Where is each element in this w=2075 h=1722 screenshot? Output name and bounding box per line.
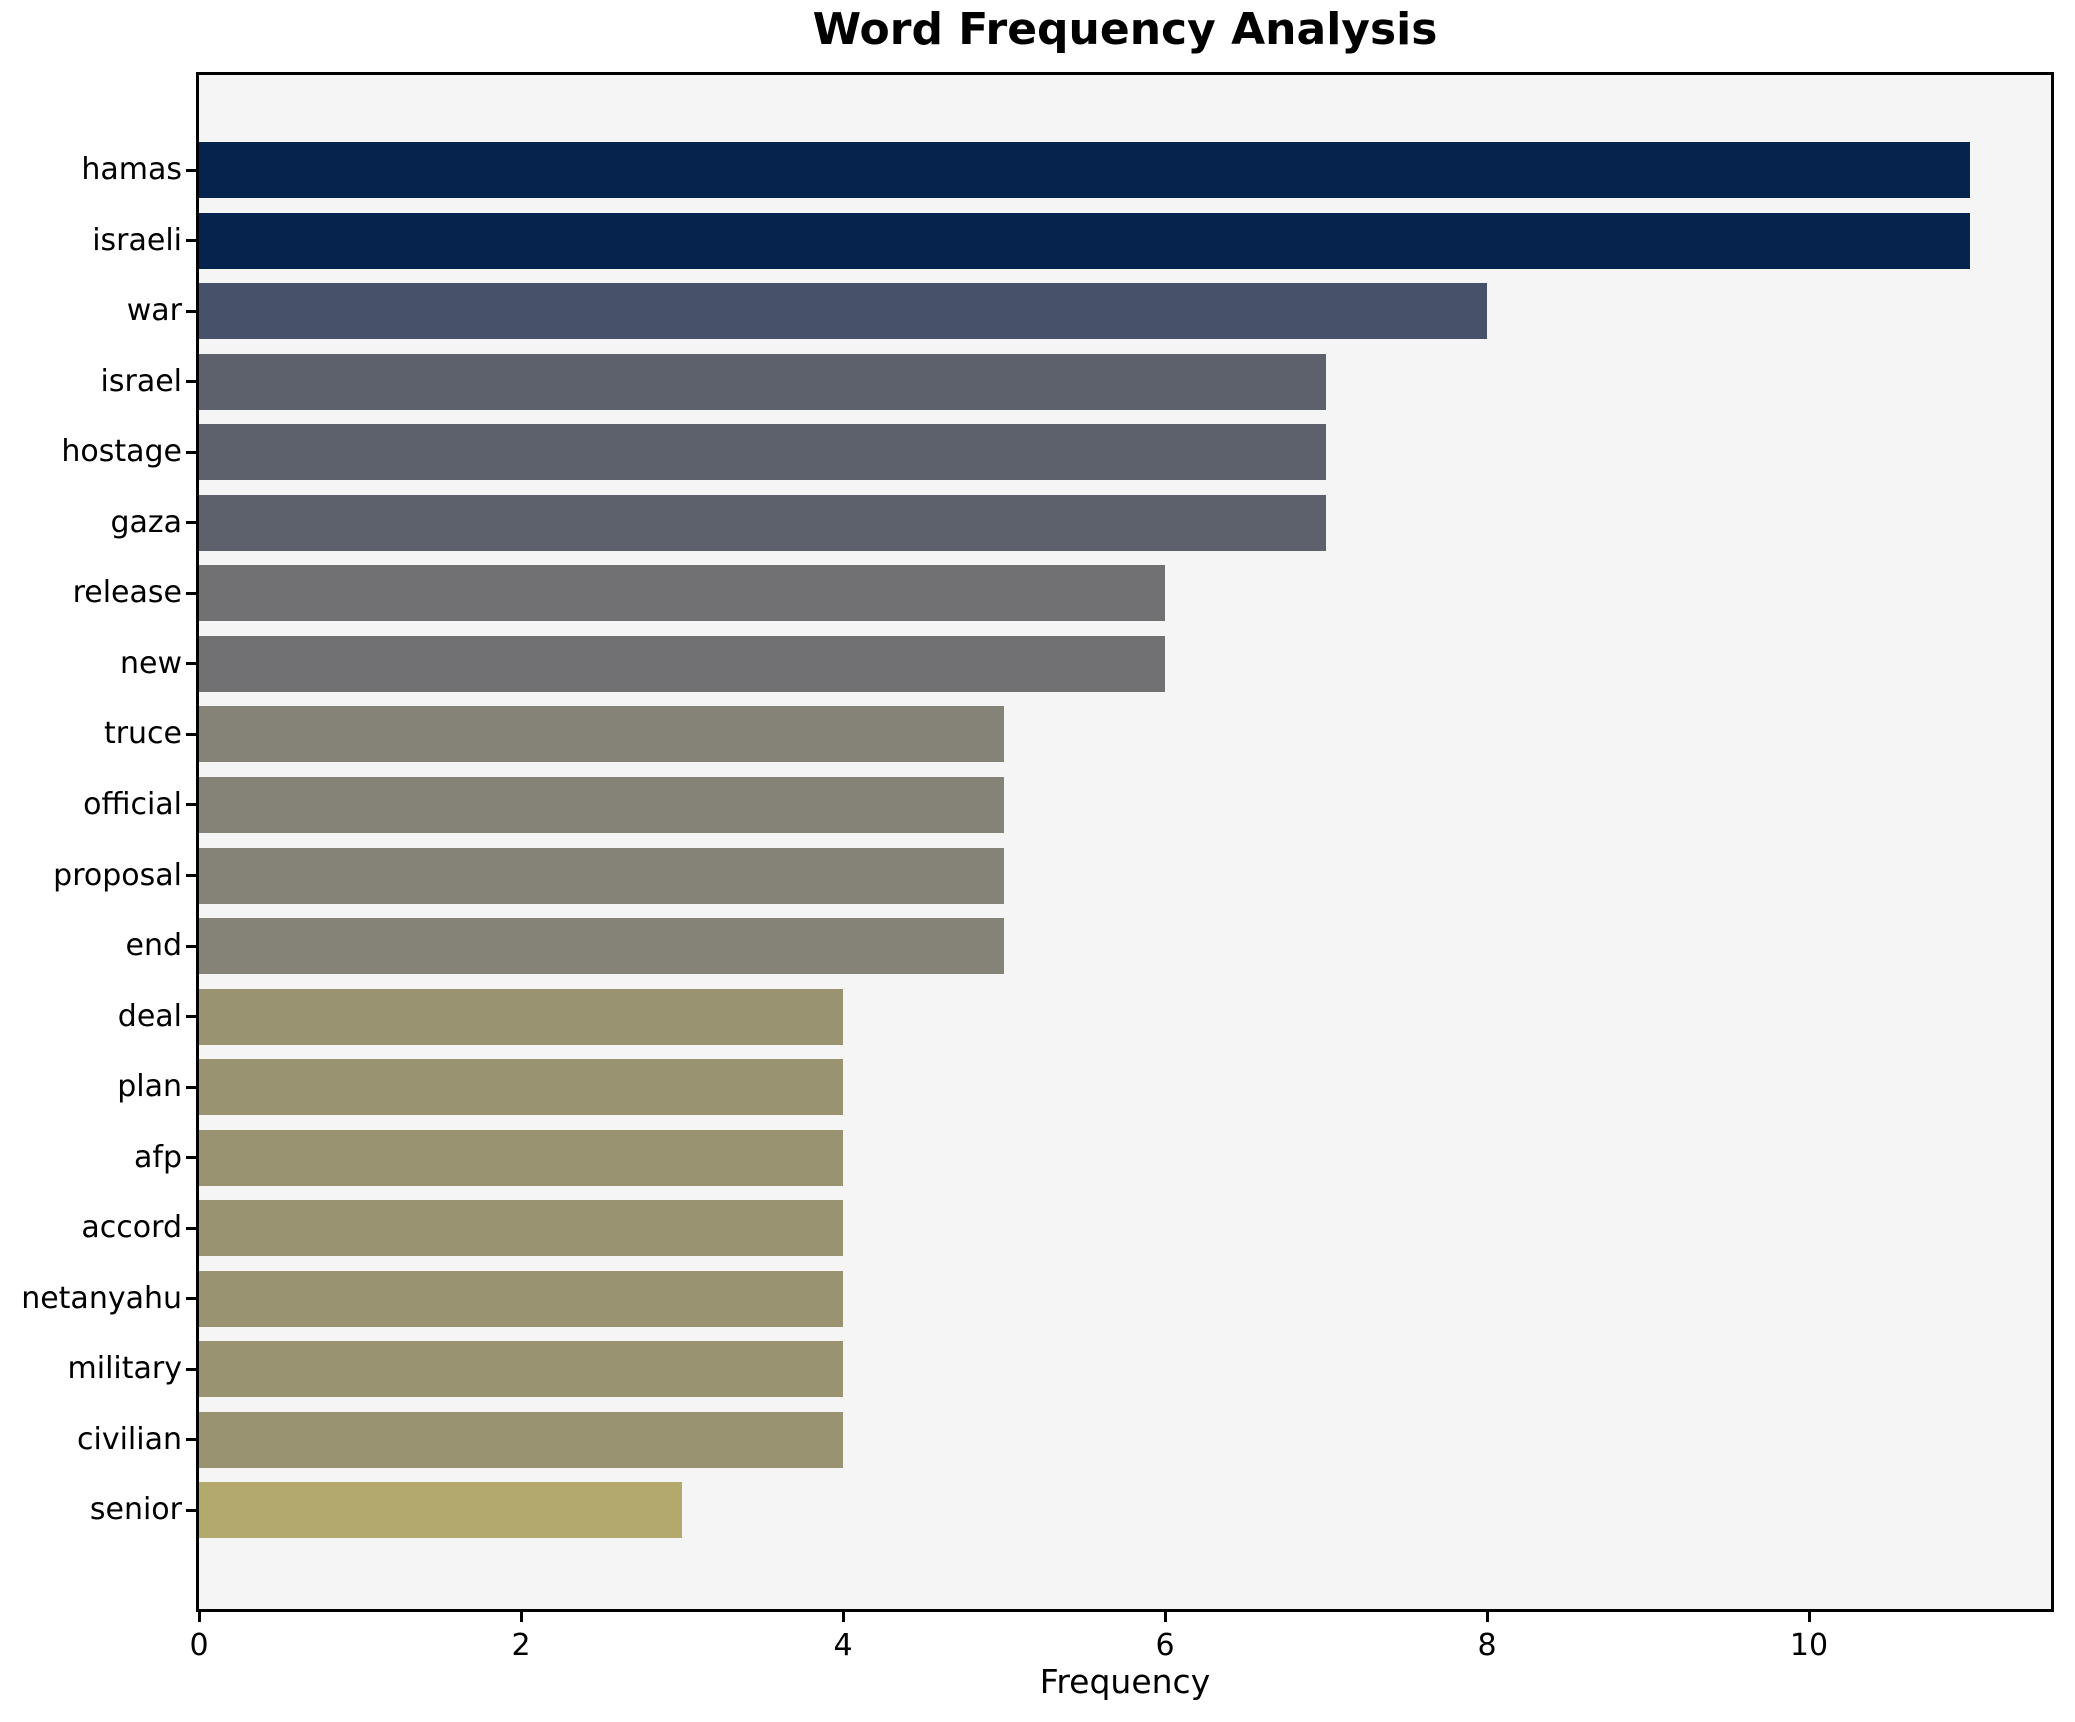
- bar-war: [199, 283, 1487, 339]
- x-tick-label-0: 0: [189, 1628, 209, 1663]
- bar-afp: [199, 1130, 843, 1186]
- x-axis-label: Frequency: [1039, 1662, 1211, 1701]
- x-tick-mark: [1808, 1612, 1811, 1622]
- x-tick-label-6: 6: [1155, 1628, 1175, 1663]
- bar-plan: [199, 1059, 843, 1115]
- y-tick-mark: [186, 521, 196, 524]
- x-tick-mark: [842, 1612, 845, 1622]
- chart-title: Word Frequency Analysis: [812, 4, 1438, 55]
- y-tick-mark: [186, 1015, 196, 1018]
- bar-official: [199, 777, 1004, 833]
- x-tick-label-10: 10: [1789, 1628, 1829, 1663]
- y-tick-mark: [186, 874, 196, 877]
- y-tick-label-afp: afp: [134, 1140, 182, 1175]
- y-tick-mark: [186, 1438, 196, 1441]
- x-tick-mark: [198, 1612, 201, 1622]
- bar-deal: [199, 989, 843, 1045]
- y-tick-mark: [186, 169, 196, 172]
- y-tick-label-gaza: gaza: [110, 505, 182, 540]
- bar-end: [199, 918, 1004, 974]
- y-tick-mark: [186, 310, 196, 313]
- x-tick-mark: [1486, 1612, 1489, 1622]
- bar-proposal: [199, 848, 1004, 904]
- plot-area: [196, 72, 2054, 1612]
- y-tick-mark: [186, 662, 196, 665]
- y-tick-label-netanyahu: netanyahu: [21, 1281, 182, 1316]
- bar-new: [199, 636, 1165, 692]
- y-tick-mark: [186, 733, 196, 736]
- bar-senior: [199, 1482, 682, 1538]
- y-tick-mark: [186, 1509, 196, 1512]
- y-tick-mark: [186, 1156, 196, 1159]
- y-tick-label-proposal: proposal: [53, 858, 182, 893]
- y-tick-label-plan: plan: [117, 1069, 182, 1104]
- y-tick-mark: [186, 945, 196, 948]
- bar-hostage: [199, 424, 1326, 480]
- y-tick-mark: [186, 1368, 196, 1371]
- y-tick-mark: [186, 1297, 196, 1300]
- y-tick-label-end: end: [125, 928, 182, 963]
- bar-israeli: [199, 213, 1970, 269]
- y-tick-mark: [186, 1086, 196, 1089]
- bar-truce: [199, 706, 1004, 762]
- y-tick-mark: [186, 380, 196, 383]
- y-tick-label-war: war: [126, 293, 182, 328]
- y-tick-label-military: military: [67, 1351, 182, 1386]
- bar-gaza: [199, 495, 1326, 551]
- y-tick-label-official: official: [83, 787, 182, 822]
- y-tick-label-israel: israel: [100, 364, 182, 399]
- y-tick-mark: [186, 1227, 196, 1230]
- y-tick-label-release: release: [72, 575, 182, 610]
- x-tick-label-4: 4: [833, 1628, 853, 1663]
- bar-military: [199, 1341, 843, 1397]
- y-tick-label-senior: senior: [89, 1492, 182, 1527]
- bar-civilian: [199, 1412, 843, 1468]
- x-tick-label-2: 2: [511, 1628, 531, 1663]
- y-tick-mark: [186, 592, 196, 595]
- x-tick-mark: [1164, 1612, 1167, 1622]
- x-tick-mark: [520, 1612, 523, 1622]
- y-tick-label-new: new: [119, 646, 182, 681]
- y-tick-mark: [186, 451, 196, 454]
- y-tick-label-israeli: israeli: [92, 223, 182, 258]
- bar-israel: [199, 354, 1326, 410]
- bar-release: [199, 565, 1165, 621]
- bar-hamas: [199, 142, 1970, 198]
- bar-netanyahu: [199, 1271, 843, 1327]
- y-tick-label-deal: deal: [117, 999, 182, 1034]
- y-tick-label-truce: truce: [103, 716, 182, 751]
- y-tick-label-civilian: civilian: [77, 1422, 182, 1457]
- y-tick-label-hamas: hamas: [81, 152, 182, 187]
- y-tick-mark: [186, 239, 196, 242]
- bar-accord: [199, 1200, 843, 1256]
- y-tick-label-accord: accord: [81, 1210, 182, 1245]
- x-tick-label-8: 8: [1477, 1628, 1497, 1663]
- y-tick-mark: [186, 803, 196, 806]
- y-tick-label-hostage: hostage: [61, 434, 182, 469]
